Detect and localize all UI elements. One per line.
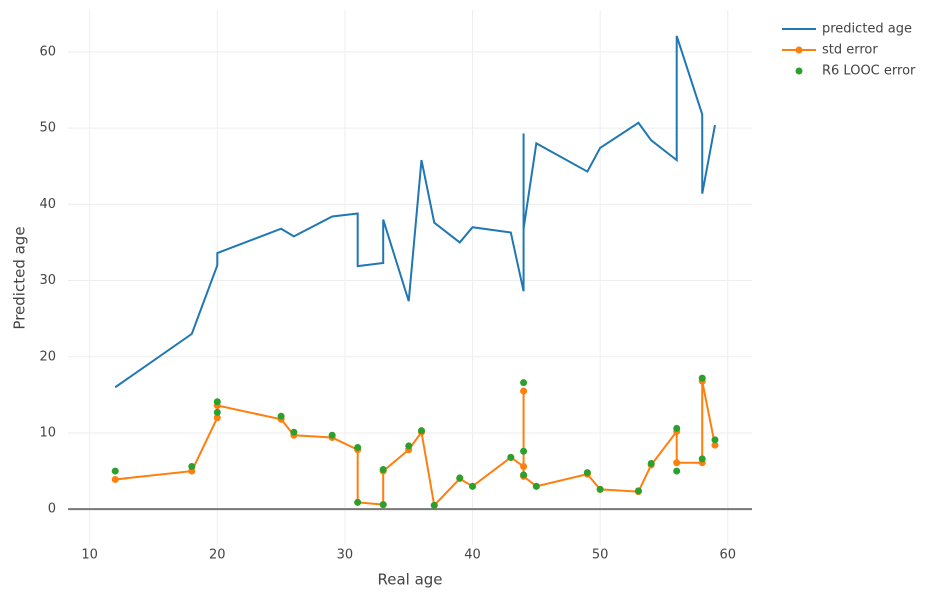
data-point [188,463,196,471]
data-point [673,459,681,467]
series-line [114,35,716,389]
legend-marker[interactable] [795,67,803,75]
data-point [354,498,362,506]
x-tick-label: 50 [592,548,609,563]
y-tick-label: 50 [39,121,56,136]
data-point [532,482,540,490]
data-point [430,501,438,509]
data-point [596,485,604,493]
data-point [673,467,681,475]
y-axis-title: Predicted age [11,226,29,329]
x-axis-title: Real age [377,571,442,589]
y-tick-label: 10 [39,425,56,440]
legend-marker[interactable] [795,46,803,54]
data-point [213,398,221,406]
x-tick-label: 20 [209,548,226,563]
y-tick-label: 40 [39,197,56,212]
x-tick-label: 30 [337,548,354,563]
data-point [405,442,413,450]
data-point [507,453,515,461]
data-point [698,455,706,463]
x-tick-label: 60 [719,548,736,563]
grid: 10 20 30 40 50 60 0 10 20 30 40 50 60 [39,10,752,563]
data-point [647,459,655,467]
data-point [711,436,719,444]
data-point [111,475,119,483]
data-point [520,387,528,395]
data-point [583,469,591,477]
plot-area [111,35,719,509]
legend-label[interactable]: predicted age [822,22,912,37]
data-point [277,412,285,420]
data-point [213,414,221,422]
series-line [115,380,716,508]
data-point [673,424,681,432]
legend-label[interactable]: std error [822,43,878,58]
data-point [417,427,425,435]
legend-label[interactable]: R6 LOOC error [822,64,916,79]
data-point [111,467,119,475]
data-point [469,482,477,490]
data-point [456,474,464,482]
data-point [379,466,387,474]
data-point [354,443,362,451]
legend[interactable]: predicted age std error R6 LOOC error [782,22,916,79]
data-point [711,441,719,449]
data-point [290,428,298,436]
data-point [520,463,528,471]
data-point [520,447,528,455]
data-point [379,501,387,509]
x-tick-label: 10 [81,548,98,563]
data-point [634,487,642,495]
data-point [520,471,528,479]
y-tick-label: 60 [39,44,56,59]
y-tick-label: 30 [39,273,56,288]
y-tick-label: 20 [39,349,56,364]
data-point [328,431,336,439]
x-tick-label: 40 [464,548,481,563]
y-tick-label: 0 [48,502,56,517]
data-point [520,379,528,387]
data-point [213,408,221,416]
data-point [698,374,706,382]
